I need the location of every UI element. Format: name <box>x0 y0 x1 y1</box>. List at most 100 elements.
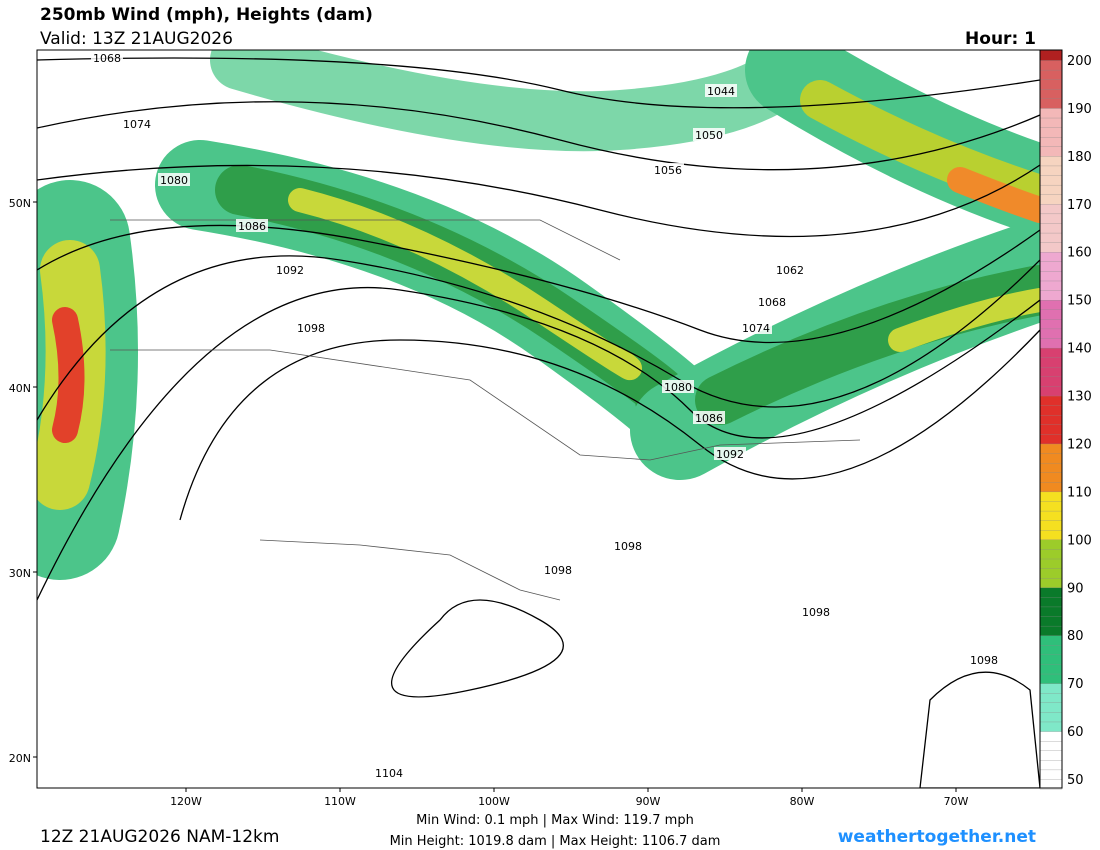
colorbar-cell <box>1039 682 1063 694</box>
colorbar-cell <box>1039 520 1063 531</box>
colorbar-tick-label: 130 <box>1067 390 1092 405</box>
colorbar-cell <box>1039 174 1063 186</box>
colorbar-cell <box>1039 711 1063 723</box>
colorbar-tick-label: 160 <box>1067 246 1092 261</box>
contour-label-bg <box>693 411 725 424</box>
colorbar-cell <box>1039 587 1063 598</box>
colorbar-cell <box>1039 357 1063 368</box>
colorbar-tick-label: 90 <box>1067 581 1084 596</box>
model-run: 12Z 21AUG2026 NAM-12km <box>40 827 279 847</box>
contour-label: 1056 <box>654 164 682 177</box>
colorbar-cell <box>1039 472 1063 483</box>
colorbar-tick-label: 50 <box>1067 773 1084 788</box>
contour-label-bg <box>693 128 725 141</box>
colorbar-cell <box>1039 539 1063 550</box>
colorbar-cell <box>1039 328 1063 339</box>
site-credit: weathertogether.net <box>838 827 1036 847</box>
colorbar-cell <box>1039 232 1063 243</box>
contour-label: 1062 <box>776 264 804 277</box>
contour-label: 1068 <box>758 296 786 309</box>
contour-label-bg <box>274 263 306 276</box>
colorbar-tick-label: 70 <box>1067 677 1084 692</box>
colorbar-tick-label: 180 <box>1067 150 1092 165</box>
colorbar-cell <box>1039 299 1063 310</box>
colorbar-cell <box>1039 750 1063 761</box>
colorbar-tick-label: 120 <box>1067 437 1092 452</box>
lat-label: 20N <box>9 752 31 765</box>
colorbar-cell <box>1039 126 1063 138</box>
colorbar-tick-label: 150 <box>1067 294 1092 309</box>
colorbar-cell <box>1039 385 1063 397</box>
colorbar-tick-label: 80 <box>1067 629 1084 644</box>
colorbar-cell <box>1039 241 1063 253</box>
colorbar-cell <box>1039 107 1063 119</box>
colorbar-cell <box>1039 59 1063 71</box>
contour-label-bg <box>714 447 746 460</box>
title: 250mb Wind (mph), Heights (dam) <box>40 5 373 25</box>
colorbar-cell <box>1039 424 1063 435</box>
colorbar-cell <box>1039 395 1063 406</box>
colorbar-cell <box>1039 347 1063 358</box>
wind-stats: Min Wind: 0.1 mph | Max Wind: 119.7 mph <box>416 813 694 828</box>
contour-label-bg <box>121 117 153 130</box>
colorbar-tick-label: 170 <box>1067 198 1092 213</box>
colorbar-cell <box>1039 721 1063 732</box>
colorbar-tick-label: 100 <box>1067 533 1092 548</box>
colorbar-cell <box>1039 289 1063 301</box>
colorbar-cell <box>1039 280 1063 291</box>
contour-label-bg <box>968 653 1000 666</box>
colorbar-cell <box>1039 740 1063 751</box>
colorbar-cell <box>1039 136 1063 147</box>
colorbar-cell <box>1039 117 1063 128</box>
colorbar-cell <box>1039 702 1063 713</box>
contour-label: 1098 <box>614 540 642 553</box>
contour-label: 1080 <box>160 174 188 187</box>
colorbar-cell <box>1039 88 1063 99</box>
colorbar-cell <box>1039 654 1063 665</box>
colorbar-cell <box>1039 500 1063 512</box>
colorbar-cell <box>1039 692 1063 703</box>
colorbar-cell <box>1039 337 1063 349</box>
contour-label: 1098 <box>544 564 572 577</box>
colorbar-cell <box>1039 673 1063 684</box>
contour-label-bg <box>612 539 644 552</box>
colorbar-cell <box>1039 165 1063 176</box>
colorbar-cell <box>1039 625 1063 636</box>
colorbar-cell <box>1039 261 1063 272</box>
colorbar-cell <box>1039 635 1063 646</box>
contour-label-bg <box>295 321 327 334</box>
colorbar-cell <box>1039 213 1063 224</box>
valid-time: Valid: 13Z 21AUG2026 <box>40 29 233 49</box>
contour-label: 1104 <box>375 767 403 780</box>
lon-label: 110W <box>324 795 356 808</box>
colorbar-cell <box>1039 69 1063 80</box>
contour-label-bg <box>662 380 694 393</box>
contour-label-bg <box>373 766 405 779</box>
contour-label: 1098 <box>802 606 830 619</box>
colorbar-cell <box>1039 481 1063 493</box>
contour-label: 1050 <box>695 129 723 142</box>
contour-label: 1086 <box>238 220 266 233</box>
colorbar-cell <box>1039 251 1063 262</box>
colorbar-cell <box>1039 548 1063 560</box>
colorbar-cell <box>1039 146 1063 157</box>
colorbar-cell <box>1039 558 1063 569</box>
map-area: 1068 1074 1080 1086 1092 1098 1044 1050 1056 1062… <box>37 50 1040 788</box>
colorbar-cell <box>1039 452 1063 464</box>
colorbar-cell <box>1039 155 1063 167</box>
colorbar-cell <box>1039 529 1063 540</box>
contour-label-bg <box>91 51 123 64</box>
contour-label-bg <box>740 321 772 334</box>
colorbar-cell <box>1039 567 1063 579</box>
colorbar-cell <box>1039 79 1063 90</box>
contour-label-bg <box>800 605 832 618</box>
colorbar-tick-label: 140 <box>1067 342 1092 357</box>
lon-label: 70W <box>944 795 969 808</box>
contour-label: 1068 <box>93 52 121 65</box>
colorbar-cell <box>1039 414 1063 425</box>
lon-label: 100W <box>478 795 510 808</box>
contour-label: 1074 <box>123 118 151 131</box>
contour-label: 1098 <box>297 322 325 335</box>
contour-label: 1092 <box>716 448 744 461</box>
